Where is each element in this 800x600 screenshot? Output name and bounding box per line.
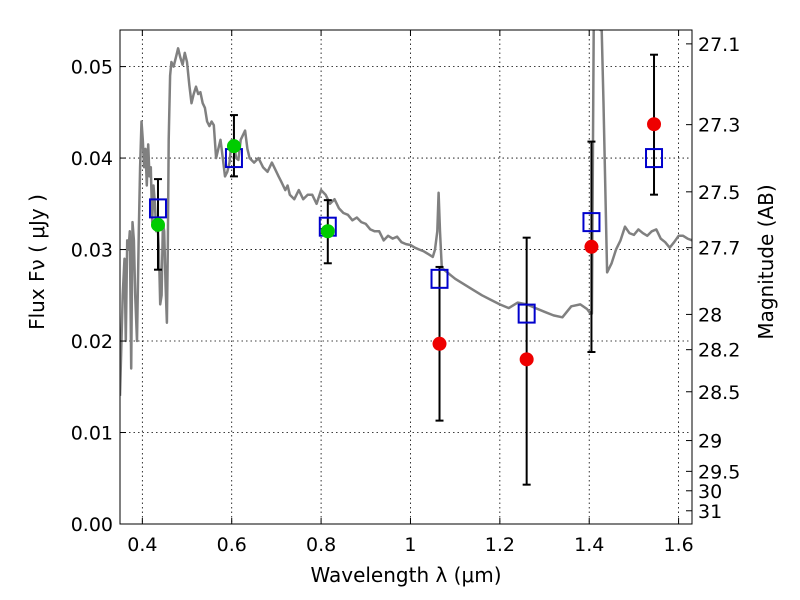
y-tick-label: 0.00 xyxy=(71,514,113,536)
filled-circle-marker xyxy=(432,336,447,351)
right-tick-label: 27.1 xyxy=(698,34,740,56)
right-tick-label: 27.5 xyxy=(698,182,740,204)
right-tick-label: 29 xyxy=(698,431,722,453)
y-axis-ticks: 0.00 0.01 0.02 0.03 0.04 0.05 xyxy=(71,57,126,536)
open-square-marker xyxy=(430,268,449,289)
filled-circle-marker xyxy=(647,117,662,132)
y-tick-label: 0.04 xyxy=(71,148,113,170)
filled-circle-marker xyxy=(584,239,599,254)
right-tick-label: 28 xyxy=(698,304,722,326)
y-tick-label: 0.01 xyxy=(71,423,113,445)
x-axis-label: Wavelength λ (μm) xyxy=(310,563,501,587)
filled-circle-marker xyxy=(519,352,534,367)
right-tick-label: 30 xyxy=(698,481,722,503)
x-axis-ticks: 0.4 0.6 0.8 1 1.2 1.4 1.6 xyxy=(127,30,694,556)
x-tick-label: 1.2 xyxy=(485,534,515,556)
right-tick-label: 27.7 xyxy=(698,238,740,260)
template-spectrum xyxy=(120,30,692,396)
error-bars xyxy=(153,53,659,486)
right-tick-label: 27.3 xyxy=(698,115,740,137)
y-axis-label: Flux Fν ( μJy ) xyxy=(25,194,49,330)
right-tick-label: 31 xyxy=(698,501,722,523)
filled-circle-marker xyxy=(320,224,335,239)
data-markers xyxy=(148,117,664,367)
x-tick-label: 1.6 xyxy=(663,534,693,556)
open-square-marker xyxy=(582,212,601,233)
right-tick-label: 29.5 xyxy=(698,461,740,483)
template-spectrum-line xyxy=(120,30,692,396)
y-tick-label: 0.02 xyxy=(71,331,113,353)
filled-circle-marker xyxy=(150,217,165,232)
right-axis-label: Magnitude (AB) xyxy=(754,184,778,339)
plot-frame xyxy=(119,29,693,525)
open-square-marker xyxy=(148,198,167,219)
open-square-marker xyxy=(645,148,664,169)
grid-lines xyxy=(120,30,692,525)
x-tick-label: 1 xyxy=(404,534,416,556)
filled-circle-marker xyxy=(226,139,241,154)
x-tick-label: 1.4 xyxy=(574,534,604,556)
x-tick-label: 0.4 xyxy=(127,534,157,556)
y-tick-label: 0.03 xyxy=(71,240,113,262)
right-tick-label: 28.2 xyxy=(698,340,740,362)
x-tick-label: 0.8 xyxy=(306,534,336,556)
x-tick-label: 0.6 xyxy=(217,534,247,556)
open-square-marker xyxy=(517,303,536,324)
y-tick-label: 0.05 xyxy=(71,57,113,79)
right-tick-label: 28.5 xyxy=(698,382,740,404)
